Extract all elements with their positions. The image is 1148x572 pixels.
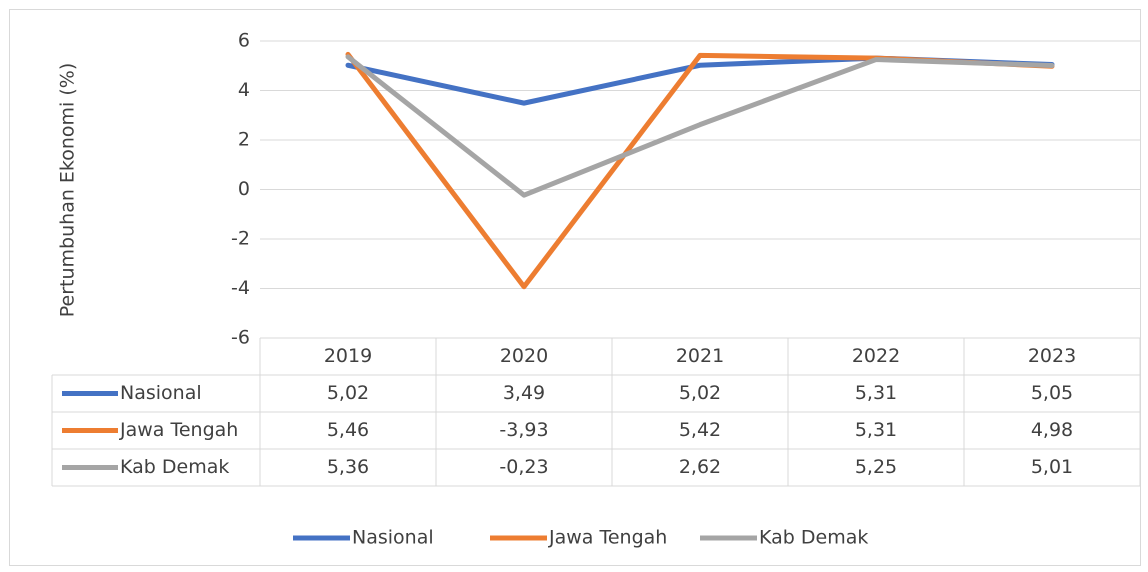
y-tick-label: 2 xyxy=(238,129,250,151)
table-cell: 5,31 xyxy=(855,419,897,441)
legend-label: Kab Demak xyxy=(759,527,868,549)
table-cell: 5,02 xyxy=(679,382,721,404)
y-tick-label: -4 xyxy=(231,277,250,299)
table-cell: 5,05 xyxy=(1031,382,1073,404)
table-cell: 5,31 xyxy=(855,382,897,404)
table-cell: 3,49 xyxy=(503,382,545,404)
table-series-name: Nasional xyxy=(120,382,202,404)
x-tick-label: 2019 xyxy=(324,345,372,367)
table-cell: 5,01 xyxy=(1031,456,1073,478)
table-cell: 4,98 xyxy=(1031,419,1073,441)
y-axis-label: Pertumbuhan Ekonomi (%) xyxy=(57,63,79,317)
table-cell: 2,62 xyxy=(679,456,721,478)
table-series-name: Kab Demak xyxy=(120,456,229,478)
table-series-name: Jawa Tengah xyxy=(119,419,238,441)
table-cell: 5,25 xyxy=(855,456,897,478)
y-tick-label: 6 xyxy=(238,30,250,52)
y-tick-label: -2 xyxy=(231,228,250,250)
chart-border xyxy=(9,9,1141,566)
table-cell: 5,42 xyxy=(679,419,721,441)
table-cell: 5,46 xyxy=(327,419,369,441)
y-tick-label: 4 xyxy=(238,79,250,101)
legend-label: Nasional xyxy=(352,527,434,549)
x-tick-label: 2023 xyxy=(1028,345,1076,367)
table-cell: -3,93 xyxy=(499,419,548,441)
x-tick-label: 2021 xyxy=(676,345,724,367)
x-tick-label: 2022 xyxy=(852,345,900,367)
table-cell: 5,02 xyxy=(327,382,369,404)
table-cell: 5,36 xyxy=(327,456,369,478)
y-tick-label: 0 xyxy=(238,178,250,200)
y-tick-label: -6 xyxy=(231,327,250,349)
legend-label: Jawa Tengah xyxy=(548,527,667,549)
data-line xyxy=(345,54,1055,198)
table-cell: -0,23 xyxy=(499,456,548,478)
x-tick-label: 2020 xyxy=(500,345,548,367)
